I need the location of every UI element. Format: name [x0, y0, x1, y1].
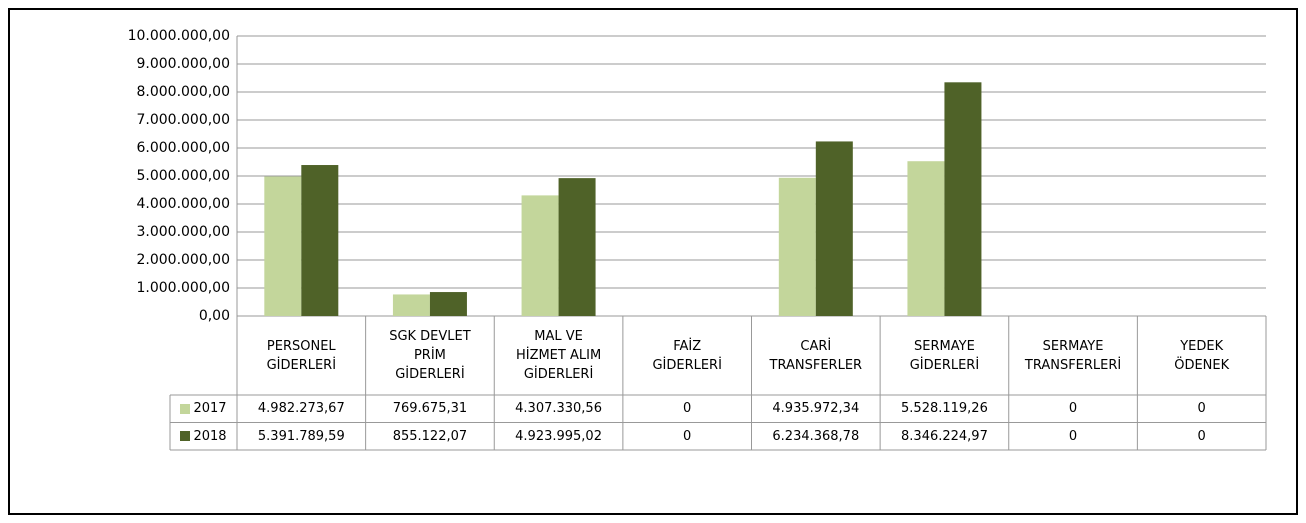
bar [301, 165, 339, 316]
bar [944, 82, 982, 317]
legend-entry: 2017 [170, 395, 237, 423]
y-tick-label: 10.000.000,00 [128, 28, 230, 44]
table-value: 769.675,31 [392, 401, 468, 417]
bar [521, 195, 559, 316]
chart-frame [8, 8, 1298, 515]
y-tick-label: 8.000.000,00 [136, 84, 230, 100]
table-value: 8.346.224,97 [901, 428, 988, 444]
table-value: 0 [683, 401, 692, 417]
legend-entry: 2018 [170, 423, 237, 451]
bar [264, 176, 302, 316]
category-label: YEDEK ÖDENEK [1174, 338, 1230, 373]
table-value: 855.122,07 [392, 428, 468, 444]
bar [815, 141, 853, 316]
y-tick-label: 2.000.000,00 [136, 252, 230, 268]
bar [429, 292, 467, 316]
table-value: 4.935.972,34 [772, 401, 860, 417]
category-label: CARİ TRANSFERLER [769, 338, 863, 373]
category-label: SGK DEVLET PRİM GİDERLERİ [389, 329, 471, 382]
table-value: 5.391.789,59 [257, 428, 345, 444]
table-value: 5.528.119,26 [901, 401, 988, 417]
y-tick-label: 6.000.000,00 [136, 140, 230, 156]
table-value: 0 [1068, 401, 1078, 417]
table-value: 0 [1197, 401, 1206, 417]
table-value: 6.234.368,78 [772, 428, 860, 444]
legend-key [180, 431, 191, 442]
y-tick-label: 1.000.000,00 [136, 280, 230, 296]
table-value: 0 [1197, 428, 1206, 444]
category-label: SERMAYE GİDERLERİ [909, 338, 980, 373]
y-tick-label: 5.000.000,00 [136, 168, 230, 184]
bar [907, 161, 945, 316]
y-tick-label: 3.000.000,00 [136, 224, 230, 240]
category-label: MAL VE HİZMET ALIM GİDERLERİ [515, 329, 602, 382]
category-label: SERMAYE TRANSFERLERİ [1024, 338, 1122, 373]
table-value: 4.923.995,02 [515, 428, 602, 444]
category-label: PERSONEL GİDERLERİ [266, 338, 337, 373]
legend-label: 2018 [193, 428, 227, 444]
y-tick-label: 7.000.000,00 [136, 112, 230, 128]
y-tick-label: 4.000.000,00 [136, 196, 230, 212]
y-tick-label: 9.000.000,00 [136, 56, 230, 72]
legend-key [180, 403, 191, 414]
bar [558, 178, 596, 316]
table-value: 4.307.330,56 [515, 401, 602, 417]
legend-label: 2017 [193, 401, 227, 417]
bar [778, 177, 816, 316]
y-tick-label: 0,00 [199, 308, 230, 324]
category-label: FAİZ GİDERLERİ [652, 338, 722, 373]
table-value: 4.982.273,67 [257, 401, 345, 417]
bar [392, 294, 430, 316]
table-value: 0 [1068, 428, 1078, 444]
table-value: 0 [683, 428, 692, 444]
